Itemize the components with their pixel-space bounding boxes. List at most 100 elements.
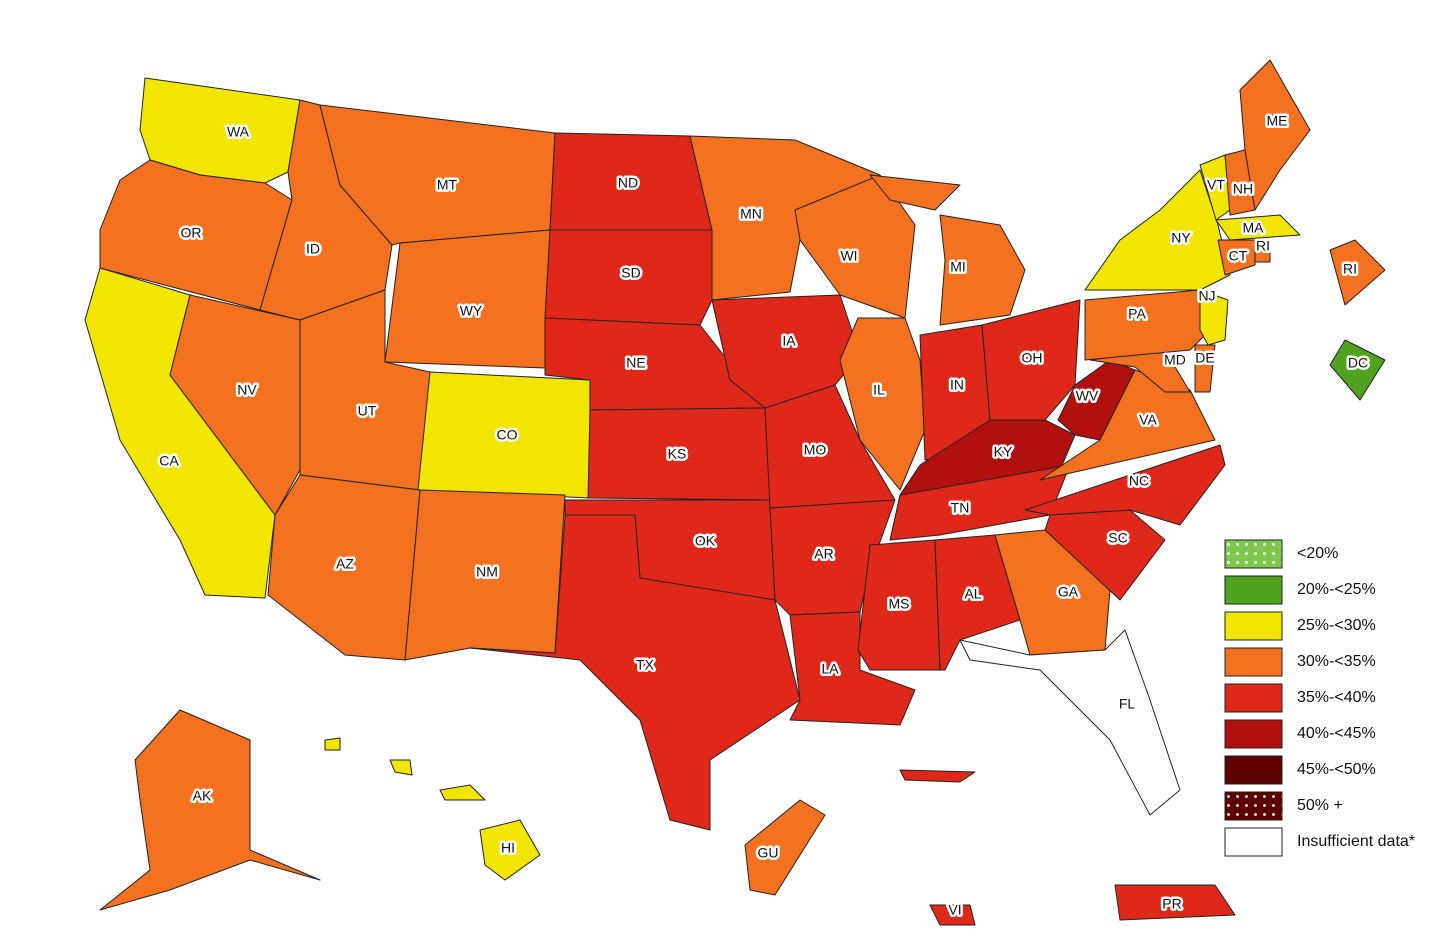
state-label: ME — [1267, 113, 1288, 129]
state-label: ND — [618, 175, 638, 191]
legend-label: Insufficient data* — [1297, 833, 1415, 850]
legend-label: 40%-<45% — [1297, 725, 1376, 742]
state-label: OR — [181, 225, 202, 241]
state-label: GA — [1058, 584, 1079, 600]
state — [839, 317, 926, 491]
state-label: GU — [758, 845, 779, 861]
state-label: IN — [950, 377, 964, 393]
state-label: NE — [626, 355, 645, 371]
state-label: CO — [497, 427, 518, 443]
state-label: NJ — [1198, 288, 1215, 304]
state-label: WY — [460, 303, 483, 319]
state — [899, 769, 976, 926]
state-label: OK — [695, 533, 716, 549]
state-label: CA — [159, 453, 179, 469]
states — [84, 59, 1386, 926]
state-label: AR — [814, 546, 833, 562]
state — [1215, 214, 1301, 241]
legend-label: 20%-<25% — [1297, 581, 1376, 598]
legend-pattern — [1224, 791, 1283, 821]
state-label: MI — [950, 259, 966, 275]
state-label: NH — [1233, 181, 1253, 197]
legend-swatch — [1224, 611, 1283, 641]
state — [1044, 509, 1166, 601]
state-label: MN — [740, 206, 762, 222]
state-label: MO — [804, 442, 827, 458]
state-label: DC — [1348, 355, 1368, 371]
legend-label: 45%-<50% — [1297, 761, 1376, 778]
state — [544, 229, 713, 326]
legend-label: 50% + — [1297, 797, 1343, 814]
state — [1024, 444, 1226, 526]
state-label: PA — [1128, 306, 1146, 322]
state-label: KS — [668, 446, 687, 462]
state-label: KY — [994, 444, 1013, 460]
state-label: ID — [306, 241, 320, 257]
state — [469, 514, 801, 831]
legend-swatch — [1224, 827, 1283, 857]
state-label: WV — [1076, 388, 1099, 404]
state — [857, 539, 941, 671]
state-label: MA — [1243, 220, 1265, 236]
legend-label: <20% — [1297, 545, 1338, 562]
legend-swatch — [1224, 575, 1283, 605]
state-label: LA — [821, 661, 839, 677]
state-label: UT — [358, 403, 377, 419]
legend-swatch — [1224, 647, 1283, 677]
legend-swatch — [1224, 719, 1283, 749]
state — [981, 299, 1081, 421]
legend: <20% 20%-<25% 25%-<30% 30%-<35% 35%-<40% 40%-… — [1224, 539, 1415, 857]
state — [1254, 239, 1271, 263]
state — [99, 709, 321, 911]
state-label: NM — [476, 564, 498, 580]
state — [744, 799, 826, 896]
state — [324, 737, 541, 881]
state-label: SD — [621, 265, 640, 281]
state-label: RI — [1256, 238, 1270, 254]
state-label: MD — [1164, 352, 1186, 368]
state-label: IL — [873, 382, 885, 398]
state-label: AL — [964, 586, 981, 602]
state-label: HI — [501, 840, 515, 856]
state-label: IA — [782, 333, 796, 349]
state-label: AZ — [336, 556, 354, 572]
state — [1217, 239, 1256, 276]
state-label: VI — [948, 902, 961, 918]
state-label: RI — [1343, 261, 1357, 277]
legend-label: 25%-<30% — [1297, 617, 1376, 634]
state-label: MS — [889, 596, 910, 612]
state-label: MT — [437, 177, 458, 193]
state — [384, 229, 551, 369]
state-label: PR — [1162, 896, 1181, 912]
state-label: TX — [636, 657, 655, 673]
state-label: NY — [1171, 230, 1191, 246]
state-label: VT — [1207, 177, 1225, 193]
state — [789, 611, 916, 726]
state — [869, 174, 1026, 326]
state — [764, 384, 896, 509]
state — [1329, 339, 1386, 401]
state-label: OH — [1022, 350, 1043, 366]
legend-swatch — [1224, 755, 1283, 785]
state-label: FL — [1119, 696, 1136, 712]
labels: WA OR CA NV ID MT WY UT CO AZ NM ND SD NE KS OK TX MN IA MO… — [157, 110, 1371, 920]
state-label: TN — [951, 500, 970, 516]
state-label: DE — [1195, 350, 1214, 366]
state — [1329, 239, 1386, 306]
state — [1199, 289, 1229, 346]
state-label: NC — [1129, 473, 1149, 489]
legend-swatch — [1224, 683, 1283, 713]
state-label: SC — [1108, 530, 1127, 546]
state-label: VA — [1139, 412, 1157, 428]
state — [1114, 884, 1236, 921]
state-label: WI — [840, 248, 857, 264]
state-label: CT — [1229, 248, 1248, 264]
state-label: AK — [193, 788, 212, 804]
state — [889, 464, 1071, 541]
state-label: WA — [227, 124, 250, 140]
legend-label: 35%-<40% — [1297, 689, 1376, 706]
state — [689, 135, 881, 301]
state — [959, 629, 1181, 816]
state — [1239, 59, 1311, 211]
